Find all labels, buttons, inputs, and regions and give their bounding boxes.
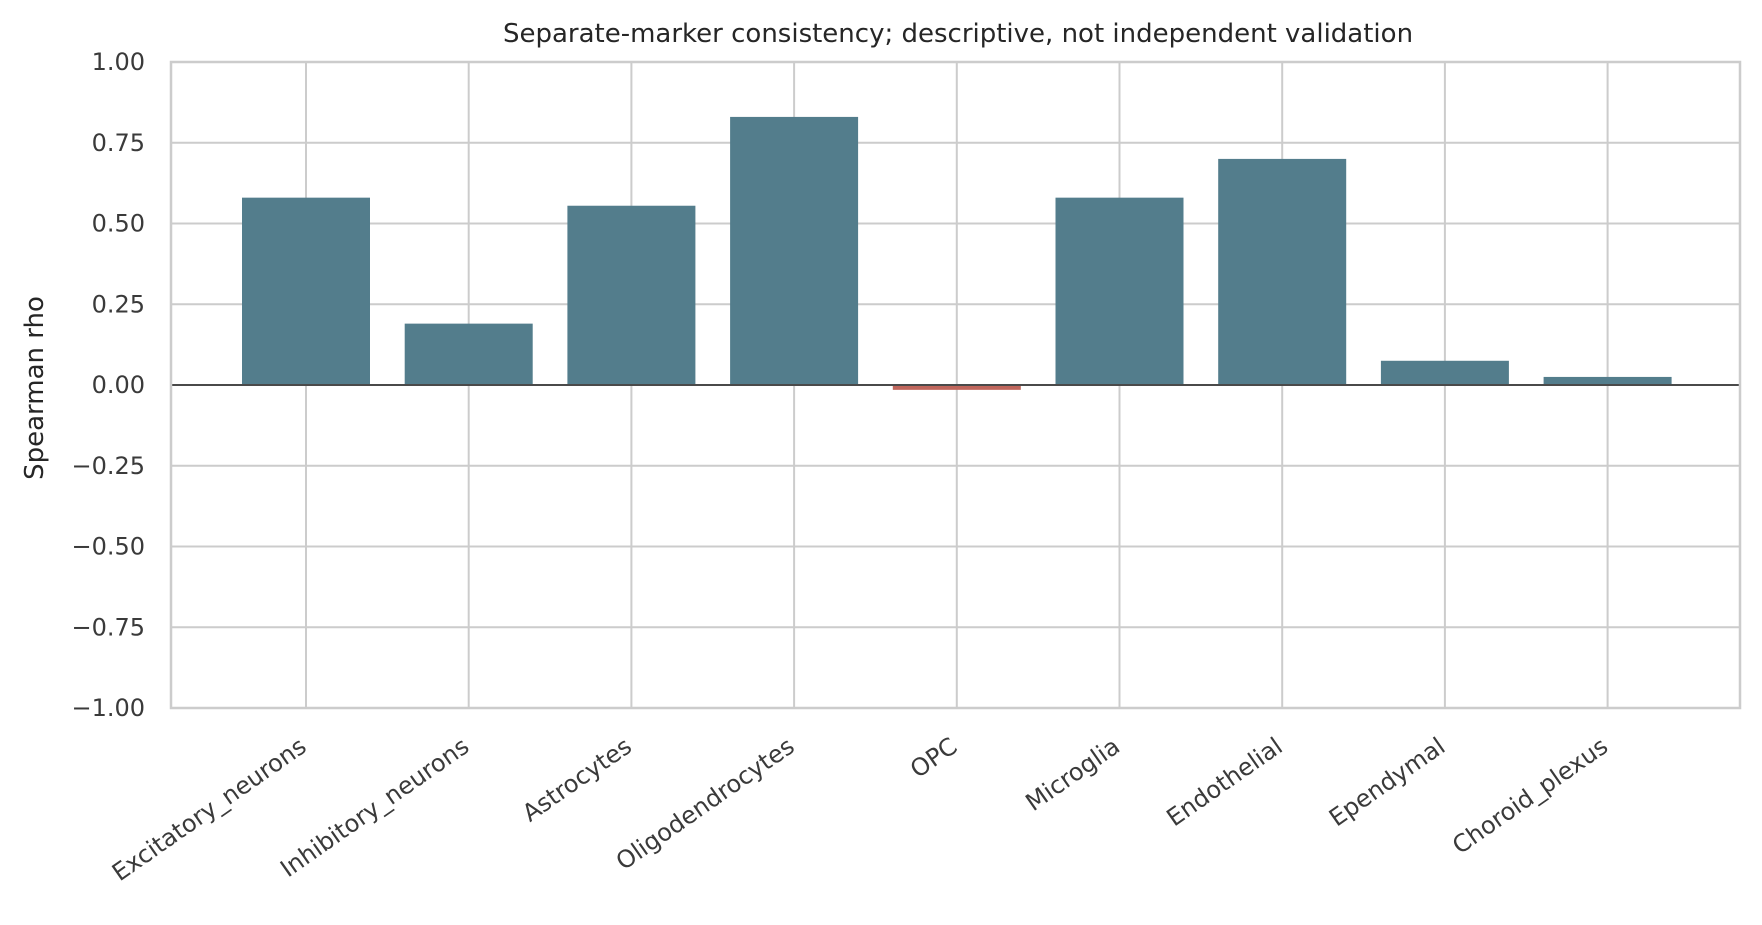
bars bbox=[242, 116, 1672, 390]
x-tick-label: Microglia bbox=[1021, 732, 1125, 817]
y-tick-label: 0.75 bbox=[92, 129, 145, 157]
y-tick-label: −0.50 bbox=[71, 533, 145, 561]
y-tick-label: 0.00 bbox=[92, 371, 145, 399]
x-tick-label: Choroid_plexus bbox=[1447, 732, 1613, 860]
y-tick-label: 0.25 bbox=[92, 290, 145, 318]
plot-frame bbox=[169, 60, 1742, 710]
bar-oligodendrocytes bbox=[730, 116, 859, 385]
bar-microglia bbox=[1055, 197, 1184, 385]
y-tick-label: 1.00 bbox=[92, 48, 145, 76]
y-tick-label: −0.25 bbox=[71, 452, 145, 480]
bar-excitatory-neurons bbox=[242, 197, 370, 385]
bar-astrocytes bbox=[567, 205, 696, 385]
bar-ependymal bbox=[1380, 360, 1509, 385]
x-tick-label: Endothelial bbox=[1161, 732, 1287, 832]
y-tick-labels: 1.00 0.75 0.50 0.25 0.00 −0.25 −0.50 −0.75 −1.00 bbox=[71, 48, 145, 722]
x-tick-label: Oligodendrocytes bbox=[611, 732, 800, 876]
x-tick-label: OPC bbox=[905, 732, 962, 784]
x-tick-label: Ependymal bbox=[1324, 732, 1450, 832]
y-axis-label: Spearman rho bbox=[20, 296, 50, 480]
y-tick-label: −1.00 bbox=[71, 694, 145, 722]
bar-opc bbox=[892, 385, 1021, 390]
x-tick-label: Astrocytes bbox=[517, 732, 637, 827]
bar-endothelial bbox=[1218, 158, 1347, 385]
bar-inhibitory-neurons bbox=[404, 323, 533, 385]
chart-title: Separate-marker consistency; descriptive… bbox=[503, 19, 1413, 49]
bar-choroid-plexus bbox=[1543, 376, 1672, 385]
y-tick-label: −0.75 bbox=[71, 613, 145, 641]
y-tick-label: 0.50 bbox=[92, 210, 145, 238]
plot-spines bbox=[169, 60, 1742, 710]
